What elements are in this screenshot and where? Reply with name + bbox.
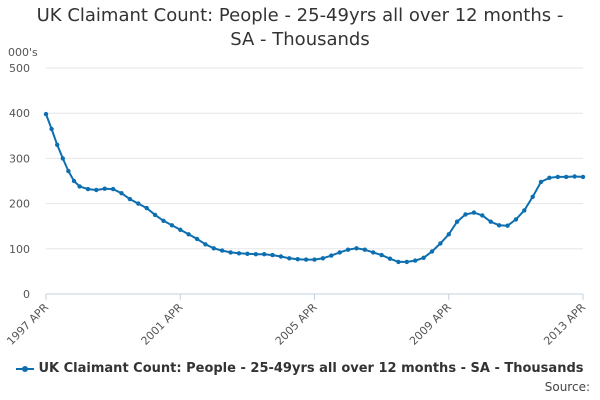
- data-point: [55, 142, 60, 147]
- data-point: [396, 259, 401, 265]
- data-point: [404, 259, 409, 265]
- chart-title: UK Claimant Count: People - 25-49yrs all…: [0, 4, 600, 52]
- data-point: [144, 205, 149, 211]
- data-point: [245, 251, 250, 256]
- data-point: [169, 223, 175, 228]
- data-point: [471, 210, 477, 215]
- y-tick-label: 400: [9, 107, 30, 120]
- y-tick-label: 300: [9, 152, 30, 165]
- data-point: [66, 168, 71, 174]
- data-point: [538, 179, 544, 185]
- series-line: [45, 113, 584, 263]
- data-point: [49, 126, 54, 132]
- data-point: [379, 252, 384, 258]
- data-point: [496, 223, 502, 228]
- data-point: [564, 174, 569, 180]
- data-point: [354, 246, 359, 251]
- data-point: [345, 247, 351, 252]
- data-point: [278, 254, 284, 259]
- data-point: [85, 186, 91, 192]
- data-point: [102, 186, 107, 191]
- data-point: [513, 217, 519, 222]
- y-tick-label: 500: [9, 62, 30, 75]
- data-point: [228, 250, 233, 255]
- data-point: [413, 258, 418, 263]
- data-point: [178, 227, 183, 232]
- x-tick-label: 2013 APR: [541, 301, 588, 348]
- data-point: [262, 252, 267, 257]
- chart-title-line-2: SA - Thousands: [230, 29, 370, 50]
- data-point: [312, 257, 317, 262]
- legend[interactable]: UK Claimant Count: People - 25-49yrs all…: [0, 361, 600, 376]
- data-point: [547, 175, 552, 180]
- y-tick-label: 200: [9, 198, 30, 211]
- data-point: [71, 178, 77, 184]
- data-point: [60, 156, 65, 161]
- data-point: [337, 250, 342, 255]
- data-point: [119, 191, 124, 196]
- data-point: [203, 242, 208, 247]
- data-point: [572, 174, 577, 179]
- data-point: [77, 184, 82, 189]
- data-point: [320, 256, 326, 261]
- data-point: [421, 255, 426, 260]
- data-point: [530, 194, 535, 199]
- data-point: [220, 248, 225, 253]
- data-point: [110, 186, 116, 192]
- data-point: [43, 111, 49, 117]
- source-label: Source:: [544, 380, 590, 394]
- data-point: [152, 212, 158, 218]
- data-point: [186, 232, 191, 237]
- legend-series-marker-icon: [16, 364, 35, 374]
- x-tick-label: 1997 APR: [4, 301, 51, 348]
- data-point: [429, 249, 435, 254]
- x-tick-label: 2009 APR: [407, 301, 454, 348]
- data-point: [194, 236, 200, 242]
- data-point: [438, 241, 443, 246]
- data-point: [371, 250, 376, 255]
- data-point: [463, 212, 468, 217]
- data-point: [303, 257, 309, 262]
- data-point: [362, 247, 367, 252]
- legend-series-label: UK Claimant Count: People - 25-49yrs all…: [38, 361, 584, 376]
- data-point: [211, 246, 216, 251]
- data-point: [236, 251, 242, 256]
- data-point: [580, 174, 586, 180]
- data-point: [555, 174, 560, 180]
- y-tick-label: 100: [9, 243, 30, 256]
- data-point: [94, 187, 99, 193]
- x-tick-label: 2001 APR: [138, 301, 185, 348]
- chart-title-line-1: UK Claimant Count: People - 25-49yrs all…: [36, 5, 564, 26]
- data-point: [329, 253, 334, 258]
- data-point: [446, 232, 451, 237]
- data-point: [295, 257, 300, 262]
- data-point: [387, 256, 393, 261]
- data-point: [488, 219, 493, 224]
- data-point: [127, 196, 133, 202]
- y-tick-label: 0: [23, 288, 30, 301]
- data-point: [161, 218, 166, 223]
- data-point: [136, 201, 141, 206]
- data-point: [287, 256, 292, 261]
- data-point: [253, 252, 258, 257]
- y-axis-unit-label: 000's: [8, 46, 38, 59]
- data-point: [522, 208, 527, 213]
- x-tick-label: 2005 APR: [273, 301, 320, 348]
- data-point: [505, 223, 510, 228]
- data-point: [454, 219, 460, 224]
- data-point: [480, 213, 485, 218]
- data-point: [270, 252, 275, 258]
